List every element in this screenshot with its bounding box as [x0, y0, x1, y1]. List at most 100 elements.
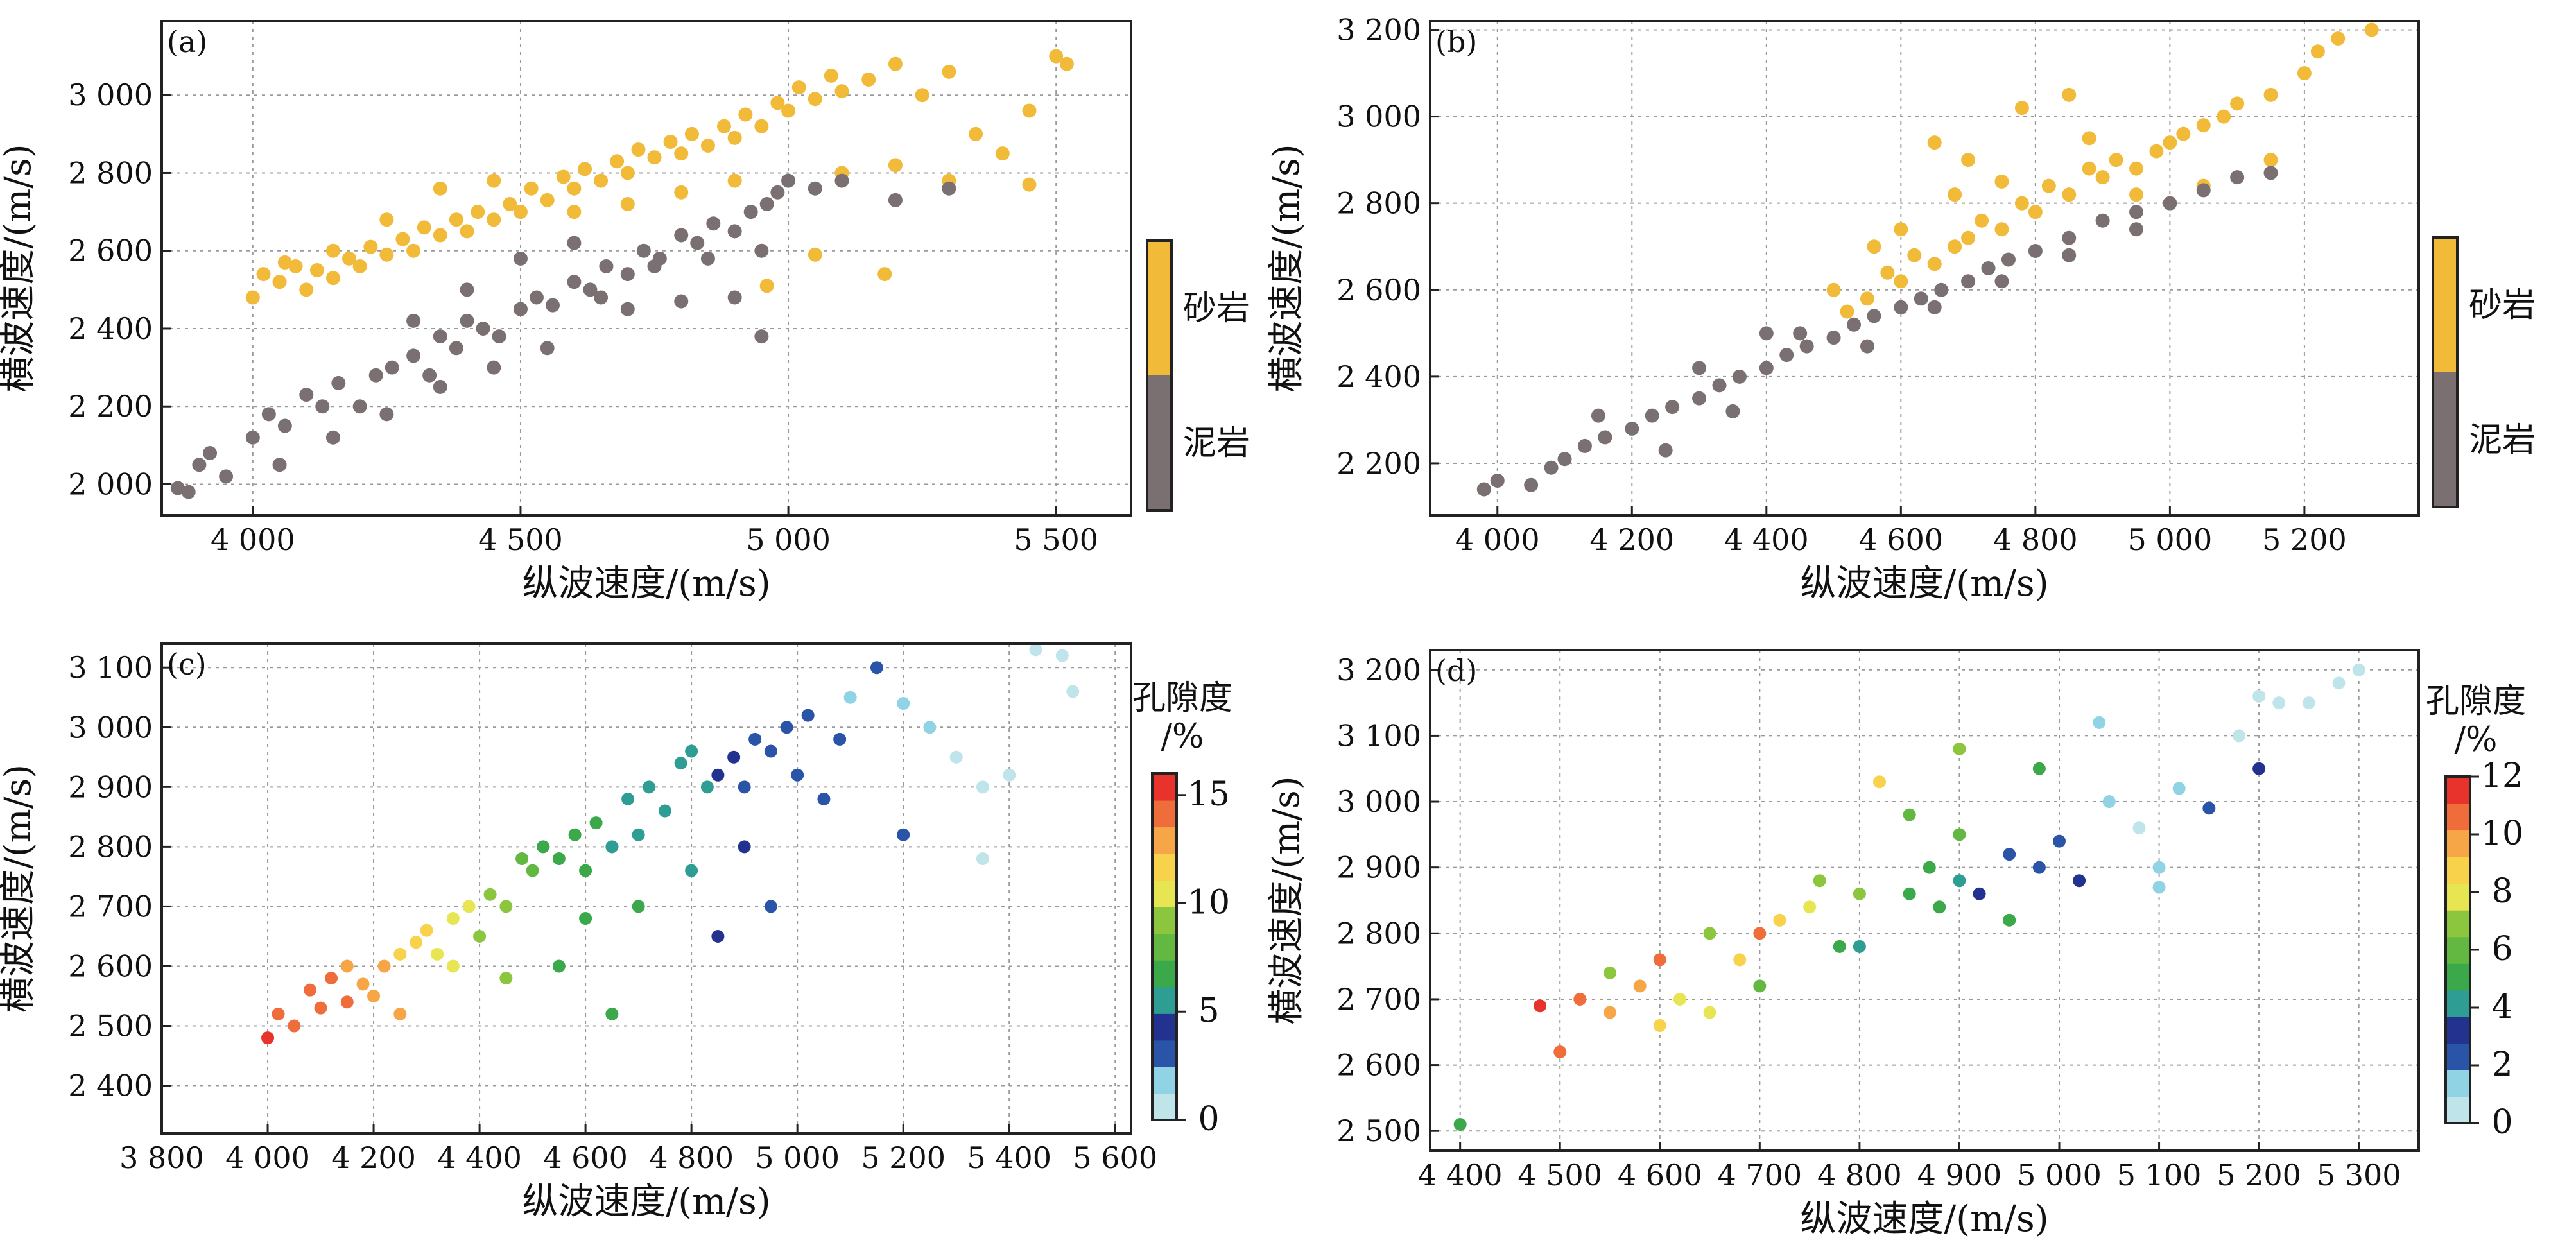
colorbar-segment — [2446, 1069, 2470, 1097]
x-axis-title: 纵波速度/(m/s) — [1800, 563, 2048, 605]
scatter-point — [791, 768, 804, 782]
scatter-point — [2252, 689, 2266, 703]
scatter-point — [791, 80, 806, 95]
colorbar-title: 孔隙度 — [2426, 682, 2526, 721]
scatter-point — [700, 251, 715, 266]
scatter-point — [621, 792, 635, 805]
scatter-point — [526, 864, 539, 877]
scatter-point — [513, 251, 528, 266]
scatter-point — [2095, 170, 2110, 185]
scatter-point — [1003, 768, 1016, 782]
scatter-point — [1703, 1006, 1716, 1019]
scatter-point — [877, 267, 892, 282]
scatter-point — [406, 313, 421, 328]
colorbar-title: 孔隙度 — [1132, 679, 1232, 718]
x-tick-label: 4 000 — [1455, 522, 1540, 557]
x-tick-label: 4 600 — [1618, 1158, 1702, 1192]
scatter-point — [1725, 404, 1740, 418]
scatter-point — [314, 1001, 327, 1015]
scatter-point — [540, 341, 555, 356]
scatter-point — [385, 360, 399, 375]
colorbar-tick-label: 5 — [1198, 992, 1219, 1030]
scatter-point — [583, 282, 598, 297]
scatter-point — [2302, 696, 2315, 710]
scatter-point — [1066, 685, 1080, 698]
scatter-point — [2149, 144, 2164, 159]
scatter-point — [2003, 848, 2016, 861]
scatter-point — [499, 900, 513, 913]
x-tick-label: 4 800 — [649, 1140, 734, 1175]
scatter-point — [589, 816, 603, 830]
scatter-point — [824, 68, 838, 83]
scatter-point — [476, 321, 490, 336]
scatter-point — [192, 458, 207, 472]
y-tick-label: 2 600 — [1336, 1048, 1421, 1083]
scatter-point — [605, 1007, 619, 1020]
scatter-point — [770, 96, 785, 110]
colorbar-tick-label: 0 — [2491, 1103, 2512, 1142]
scatter-point — [304, 983, 317, 997]
scatter-point — [727, 290, 742, 305]
scatter-point — [446, 912, 460, 925]
scatter-point — [808, 247, 822, 262]
y-tick-label: 2 000 — [68, 467, 153, 501]
scatter-point — [2152, 861, 2166, 874]
scatter-point — [781, 103, 796, 118]
x-tick-label: 4 400 — [1724, 522, 1809, 557]
scatter-point — [1658, 443, 1673, 458]
scatter-point — [556, 169, 571, 184]
scatter-point — [1753, 927, 1767, 940]
scatter-point — [1826, 282, 1841, 297]
colorbar: 0 2 4 6 8 10 12 孔隙度/% — [2426, 682, 2526, 1142]
scatter-point — [299, 388, 314, 402]
scatter-points — [171, 49, 1074, 499]
scatter-points — [1453, 663, 2365, 1131]
colorbar-segment — [2446, 963, 2470, 991]
scatter-point — [2028, 243, 2043, 258]
colorbar-segment — [2446, 803, 2470, 831]
plot-frame — [1429, 649, 2420, 1152]
scatter-point — [513, 302, 528, 316]
scatter-point — [923, 721, 937, 734]
scatter-point — [754, 243, 769, 258]
scatter-point — [1759, 326, 1774, 341]
scatter-point — [727, 130, 742, 145]
scatter-point — [2095, 213, 2110, 228]
scatter-point — [579, 912, 592, 925]
x-tick-label: 5 000 — [2017, 1158, 2102, 1192]
colorbar-title-unit: /% — [1161, 718, 1204, 756]
scatter-point — [272, 275, 287, 289]
x-tick-label: 3 800 — [119, 1140, 204, 1175]
scatter-point — [256, 267, 271, 282]
scatter-point — [2129, 205, 2143, 219]
x-tick-label: 5 400 — [967, 1140, 1051, 1175]
scatter-point — [888, 56, 903, 71]
x-axis-title: 纵波速度/(m/s) — [522, 1181, 770, 1223]
scatter-point — [808, 181, 822, 196]
panel-tag: (d) — [1435, 653, 1477, 688]
scatter-point — [861, 72, 876, 87]
scatter-point — [2062, 187, 2077, 202]
scatter-point — [1948, 187, 1962, 202]
scatter-point — [2263, 87, 2278, 102]
scatter-point — [340, 995, 354, 1009]
scatter-point — [1703, 927, 1716, 940]
scatter-point — [309, 263, 324, 278]
scatter-point — [2252, 762, 2266, 775]
y-tick-label: 3 200 — [1336, 13, 1421, 47]
scatter-point — [770, 185, 785, 200]
scatter-point — [1059, 56, 1074, 71]
x-tick-label: 5 100 — [2117, 1158, 2202, 1192]
x-tick-label: 5 600 — [1073, 1140, 1157, 1175]
scatter-point — [181, 485, 196, 499]
scatter-point — [513, 205, 528, 219]
scatter-point — [1994, 222, 2009, 237]
scatter-point — [1826, 331, 1841, 345]
scatter-point — [377, 959, 391, 973]
x-tick-label: 5 200 — [2262, 522, 2347, 557]
scatter-point — [1880, 265, 1895, 280]
scatter-point — [245, 430, 260, 445]
scatter-point — [393, 947, 407, 961]
scatter-point — [487, 360, 501, 375]
